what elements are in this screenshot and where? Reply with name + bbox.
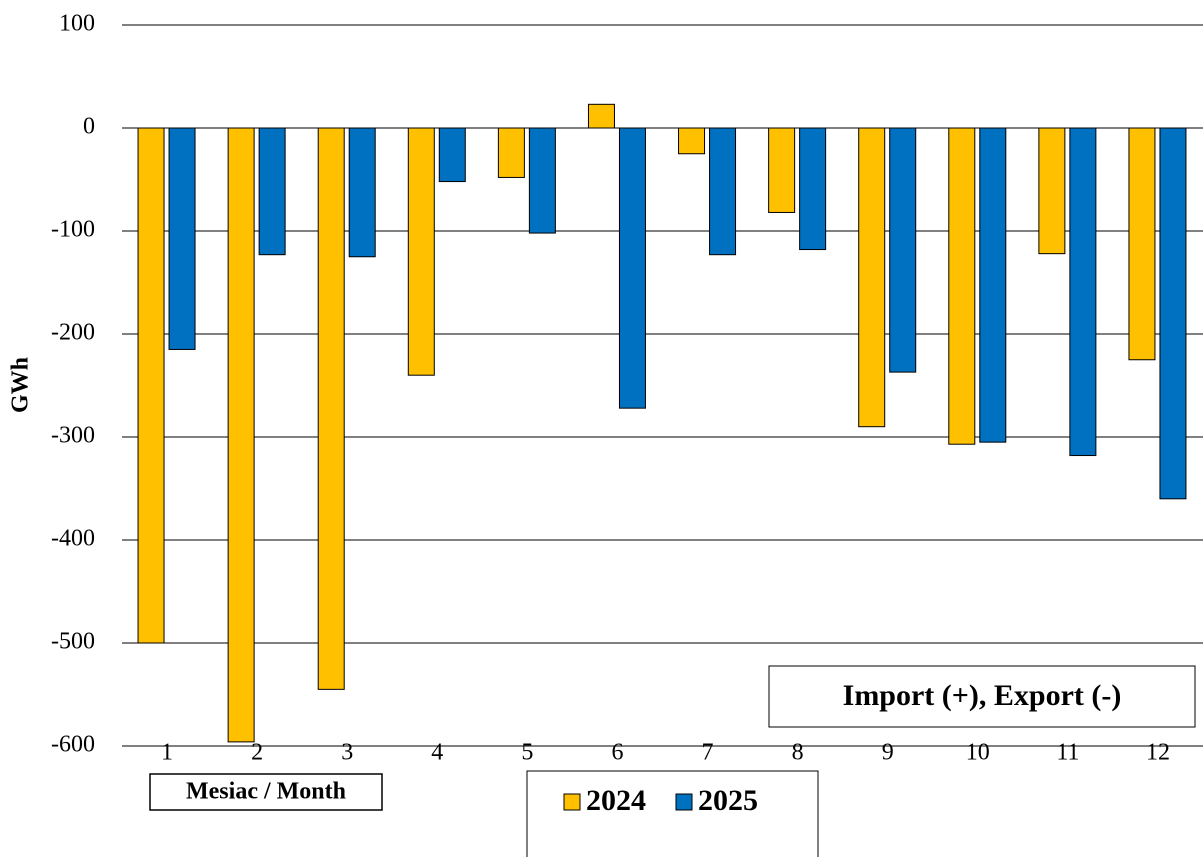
bar <box>438 127 466 183</box>
bar <box>137 127 165 644</box>
x-axis-label: Mesiac / Month <box>186 779 346 805</box>
bar <box>407 127 435 376</box>
x-tick-label: 11 <box>1056 740 1079 766</box>
y-axis-label: GWh <box>8 357 34 413</box>
bar <box>948 127 976 445</box>
x-tick-label: 2 <box>251 740 263 766</box>
legend-label: 2024 <box>586 784 646 817</box>
bar <box>1069 127 1097 457</box>
y-tick-label: -600 <box>51 732 95 758</box>
y-tick-label: -100 <box>51 217 95 243</box>
x-tick-label: 3 <box>341 740 353 766</box>
bar <box>227 127 255 743</box>
x-tick-label: 9 <box>882 740 894 766</box>
bar <box>678 127 706 155</box>
bar <box>1159 127 1187 500</box>
bar <box>709 127 737 256</box>
bar <box>858 127 886 428</box>
annotation-box <box>768 665 1196 728</box>
legend-label: 2025 <box>698 784 758 817</box>
bar <box>497 127 525 178</box>
bar <box>258 127 286 256</box>
y-tick-label: -200 <box>51 320 95 346</box>
x-tick-label: 8 <box>792 740 804 766</box>
x-tick-label: 7 <box>702 740 714 766</box>
bar <box>1038 127 1066 255</box>
legend-swatch <box>675 793 693 811</box>
y-tick-label: 100 <box>59 11 95 37</box>
bar <box>768 127 796 213</box>
x-axis-label-box <box>149 773 383 811</box>
x-tick-label: 6 <box>611 740 623 766</box>
bar <box>168 127 196 350</box>
y-tick-label: 0 <box>83 114 95 140</box>
legend-swatch <box>563 793 581 811</box>
bar <box>889 127 917 373</box>
x-tick-label: 4 <box>431 740 443 766</box>
y-tick-label: -400 <box>51 526 95 552</box>
x-tick-label: 12 <box>1146 740 1170 766</box>
x-tick-label: 1 <box>161 740 173 766</box>
bar <box>348 127 376 258</box>
annotation: Import (+), Export (-) <box>843 679 1122 712</box>
bar <box>317 127 345 690</box>
y-tick-label: -500 <box>51 629 95 655</box>
bar <box>587 103 615 129</box>
bar <box>618 127 646 409</box>
x-tick-label: 5 <box>521 740 533 766</box>
y-tick-label: -300 <box>51 423 95 449</box>
legend <box>526 770 819 857</box>
bar <box>1128 127 1156 361</box>
x-tick-label: 10 <box>966 740 990 766</box>
bar <box>799 127 827 251</box>
bar <box>528 127 556 234</box>
bar <box>979 127 1007 443</box>
